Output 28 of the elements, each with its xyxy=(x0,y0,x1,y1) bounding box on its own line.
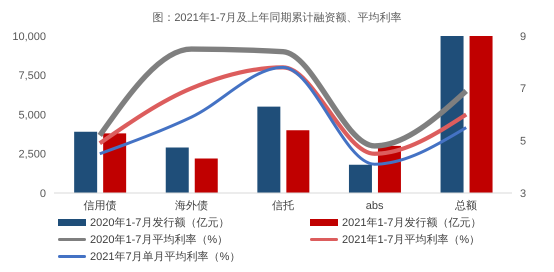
legend-label: 2020年1-7月发行额（亿元） xyxy=(90,216,230,230)
legend-label: 2020年1-7月平均利率（%） xyxy=(90,232,228,247)
x-tick-label: 海外债 xyxy=(174,200,208,212)
x-tick-label: 总额 xyxy=(454,198,478,212)
y-tick-label: 10,000 xyxy=(12,30,46,43)
bar xyxy=(194,158,218,193)
legend-label: 2021年1-7月平均利率（%） xyxy=(342,232,480,247)
bar xyxy=(286,130,310,193)
x-tick-label: abs xyxy=(366,200,384,212)
legend-label: 2021年7月单月平均利率（%） xyxy=(90,250,240,264)
chart-title: 图：2021年1-7月及上年同期累计融资额、平均利率 xyxy=(151,10,403,26)
y2-tick-label: 3 xyxy=(520,188,526,200)
bar xyxy=(348,164,372,193)
y-tick-label: 0 xyxy=(40,188,46,200)
y2-tick-label: 7 xyxy=(520,83,526,96)
y-tick-label: 7,500 xyxy=(18,70,46,82)
y2-tick-label: 9 xyxy=(520,30,526,43)
bar xyxy=(470,36,493,193)
y-tick-label: 5,000 xyxy=(18,109,46,122)
bar xyxy=(257,106,280,193)
x-tick-label: 信托 xyxy=(272,200,294,212)
x-tick-label: 信用债 xyxy=(83,200,116,212)
legend-label: 2021年1-7月发行额（亿元） xyxy=(342,216,482,230)
bar xyxy=(74,132,98,193)
y-tick-label: 2,500 xyxy=(18,148,46,161)
bar xyxy=(440,36,464,193)
y2-tick-label: 5 xyxy=(520,136,526,148)
bar xyxy=(166,147,189,193)
